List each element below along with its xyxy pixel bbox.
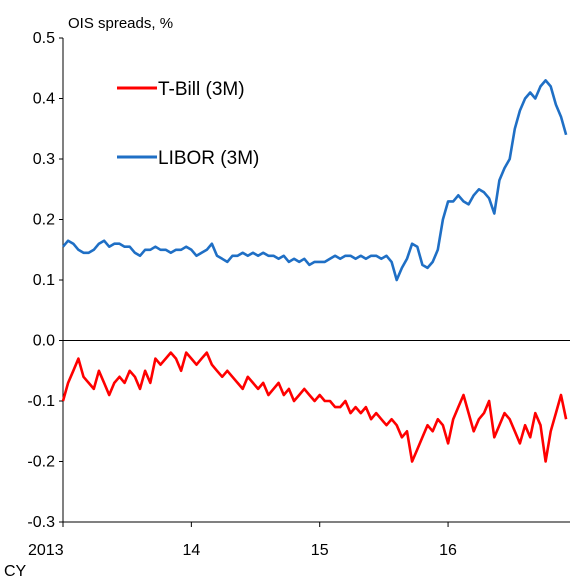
legend-label-libor: LIBOR (3M) <box>158 148 259 169</box>
series-line-tbill <box>61 351 568 463</box>
series-lines <box>61 79 568 463</box>
x-tick-label: 2013 <box>28 542 64 559</box>
x-tick-label: 16 <box>439 542 457 559</box>
y-tick-label: -0.2 <box>27 454 55 471</box>
x-axis: 2013 14 15 16 <box>28 522 457 559</box>
x-axis-label: CY <box>4 563 27 578</box>
series-line-libor <box>62 79 568 282</box>
legend-label-tbill: T-Bill (3M) <box>158 79 245 100</box>
chart-title: OIS spreads, % <box>68 15 173 32</box>
y-tick-label: 0.3 <box>33 151 55 168</box>
legend: T-Bill (3M) LIBOR (3M) <box>117 79 259 169</box>
y-axis: -0.3 -0.2 -0.1 0.0 0.1 0.2 0.3 0.4 0.5 <box>27 30 63 531</box>
y-tick-label: 0.2 <box>33 212 55 229</box>
axes <box>62 38 570 523</box>
x-tick-label: 15 <box>311 542 329 559</box>
y-tick-label: 0.5 <box>33 30 55 47</box>
y-tick-label: -0.1 <box>27 393 55 410</box>
y-tick-label: 0.4 <box>33 91 55 108</box>
y-tick-label: -0.3 <box>27 514 55 531</box>
y-tick-label: 0.1 <box>33 272 55 289</box>
y-tick-label: 0.0 <box>33 333 55 350</box>
x-tick-label: 14 <box>182 542 200 559</box>
